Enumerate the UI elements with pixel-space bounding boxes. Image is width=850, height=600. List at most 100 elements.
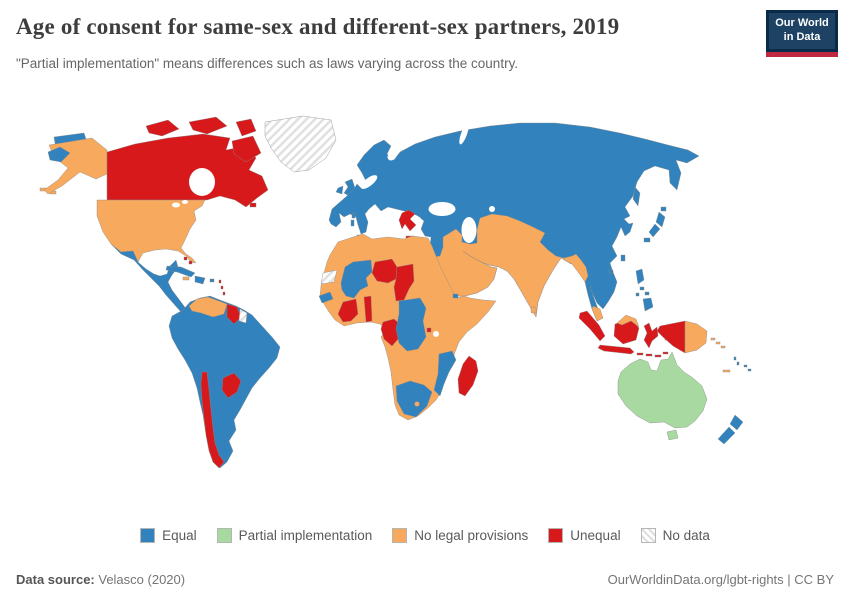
country-drc[interactable] xyxy=(395,297,427,352)
country-canada-newfoundland[interactable] xyxy=(249,202,257,208)
country-australia[interactable] xyxy=(617,351,708,429)
country-canada-baffin[interactable] xyxy=(231,135,262,163)
country-puerto-rico[interactable] xyxy=(209,278,215,283)
country-lesotho[interactable] xyxy=(414,401,420,407)
owid-logo-red-bar xyxy=(766,51,838,57)
country-papua-new-guinea[interactable] xyxy=(684,320,708,354)
page-title: Age of consent for same-sex and differen… xyxy=(16,14,620,39)
country-canada-islands[interactable] xyxy=(235,118,257,137)
country-guyana[interactable] xyxy=(226,303,242,325)
country-indonesia-sulawesi[interactable] xyxy=(643,322,659,349)
country-indonesia-papua[interactable] xyxy=(656,320,686,354)
country-indonesia-lesser-sunda[interactable] xyxy=(654,354,662,358)
country-suriname[interactable] xyxy=(238,308,248,324)
country-philippines[interactable] xyxy=(639,286,645,291)
country-indonesia-java[interactable] xyxy=(597,344,635,355)
legend-swatch-equal xyxy=(140,528,156,543)
country-fiji[interactable] xyxy=(743,364,748,368)
country-vanuatu[interactable] xyxy=(733,356,737,361)
country-western-sahara[interactable] xyxy=(320,269,338,285)
baltic-sea xyxy=(360,175,378,189)
country-madagascar[interactable] xyxy=(457,355,479,397)
country-malaysia-borneo[interactable] xyxy=(616,314,640,328)
country-benin-togo[interactable] xyxy=(363,295,373,323)
country-vanuatu[interactable] xyxy=(736,361,740,366)
country-hispaniola[interactable] xyxy=(194,275,206,285)
country-fiji[interactable] xyxy=(747,368,752,372)
country-lesser-antilles[interactable] xyxy=(222,291,226,296)
country-greenland[interactable] xyxy=(264,115,337,173)
legend-item-unequal[interactable]: Unequal xyxy=(548,528,621,543)
country-ireland[interactable] xyxy=(335,185,344,195)
country-indonesia-lesser-sunda[interactable] xyxy=(645,353,653,357)
caspian-sea xyxy=(461,217,477,243)
country-mexico-central-america[interactable] xyxy=(110,243,193,320)
country-bahamas[interactable] xyxy=(188,260,193,265)
country-lesser-antilles[interactable] xyxy=(218,279,222,284)
island-corsica[interactable] xyxy=(351,212,356,219)
legend-item-no_data[interactable]: No data xyxy=(640,528,710,543)
region-middle-east-south-asia[interactable] xyxy=(432,213,589,318)
country-south-africa[interactable] xyxy=(395,380,433,418)
country-greece[interactable] xyxy=(398,209,417,232)
country-mali[interactable] xyxy=(340,259,373,299)
country-indonesia-sumatra[interactable] xyxy=(578,310,606,342)
hudson-bay xyxy=(189,168,215,196)
country-chile[interactable] xyxy=(200,371,225,469)
country-alaska[interactable] xyxy=(43,137,108,195)
legend-item-partial[interactable]: Partial implementation xyxy=(216,528,373,543)
island-new-caledonia[interactable] xyxy=(722,369,731,373)
country-senegal[interactable] xyxy=(318,291,334,304)
country-philippines[interactable] xyxy=(635,268,645,285)
country-solomon-islands[interactable] xyxy=(720,345,726,349)
country-jamaica[interactable] xyxy=(182,276,190,281)
legend-label-equal: Equal xyxy=(162,528,197,543)
country-indonesia-lesser-sunda[interactable] xyxy=(636,352,644,356)
country-philippines[interactable] xyxy=(635,292,640,297)
country-lesser-antilles[interactable] xyxy=(220,285,224,290)
country-usa[interactable] xyxy=(96,199,206,264)
island-hainan[interactable] xyxy=(608,269,614,274)
country-burundi[interactable] xyxy=(426,327,432,333)
country-japan[interactable] xyxy=(648,223,661,238)
country-japan-kyushu[interactable] xyxy=(643,237,651,243)
country-ghana[interactable] xyxy=(337,298,359,323)
island-sardinia[interactable] xyxy=(350,219,355,227)
aegean-sea xyxy=(416,217,422,227)
country-solomon-islands[interactable] xyxy=(715,341,721,345)
country-japan[interactable] xyxy=(655,211,666,228)
country-canada-islands[interactable] xyxy=(188,116,228,135)
novaya-zemlya-strait xyxy=(459,123,469,145)
country-chad[interactable] xyxy=(393,263,415,302)
country-malaysia-peninsula[interactable] xyxy=(591,305,604,322)
country-new-zealand[interactable] xyxy=(729,414,744,431)
legend-swatch-none xyxy=(392,528,408,543)
legend-label-partial: Partial implementation xyxy=(238,528,373,543)
country-canada[interactable] xyxy=(106,133,269,208)
country-sri-lanka[interactable] xyxy=(530,306,537,314)
country-new-zealand[interactable] xyxy=(717,426,736,445)
country-mozambique[interactable] xyxy=(433,350,457,397)
island-sakhalin[interactable] xyxy=(632,186,641,207)
legend-item-none[interactable]: No legal provisions xyxy=(392,528,528,543)
footer-link[interactable]: OurWorldinData.org/lgbt-rights | CC BY xyxy=(607,572,834,587)
country-canada-islands[interactable] xyxy=(145,119,180,137)
legend-label-none: No legal provisions xyxy=(414,528,529,543)
legend-item-equal[interactable]: Equal xyxy=(140,528,197,543)
data-source-label: Data source: xyxy=(16,572,95,587)
country-australia-tasmania[interactable] xyxy=(666,429,679,441)
island-taiwan[interactable] xyxy=(620,254,626,262)
country-djibouti[interactable] xyxy=(452,293,459,299)
country-cuba[interactable] xyxy=(165,265,196,278)
country-paraguay[interactable] xyxy=(221,372,242,399)
country-venezuela[interactable] xyxy=(188,296,228,318)
country-philippines[interactable] xyxy=(644,291,650,296)
country-bahamas[interactable] xyxy=(183,256,188,261)
country-iceland[interactable] xyxy=(47,146,71,163)
country-philippines-mindanao[interactable] xyxy=(642,297,654,312)
country-solomon-islands[interactable] xyxy=(710,337,716,341)
country-japan-hokkaido[interactable] xyxy=(660,206,667,212)
country-indonesia-timor[interactable] xyxy=(662,351,669,355)
owid-logo[interactable]: Our World in Data xyxy=(766,10,838,57)
world-map xyxy=(0,108,850,522)
